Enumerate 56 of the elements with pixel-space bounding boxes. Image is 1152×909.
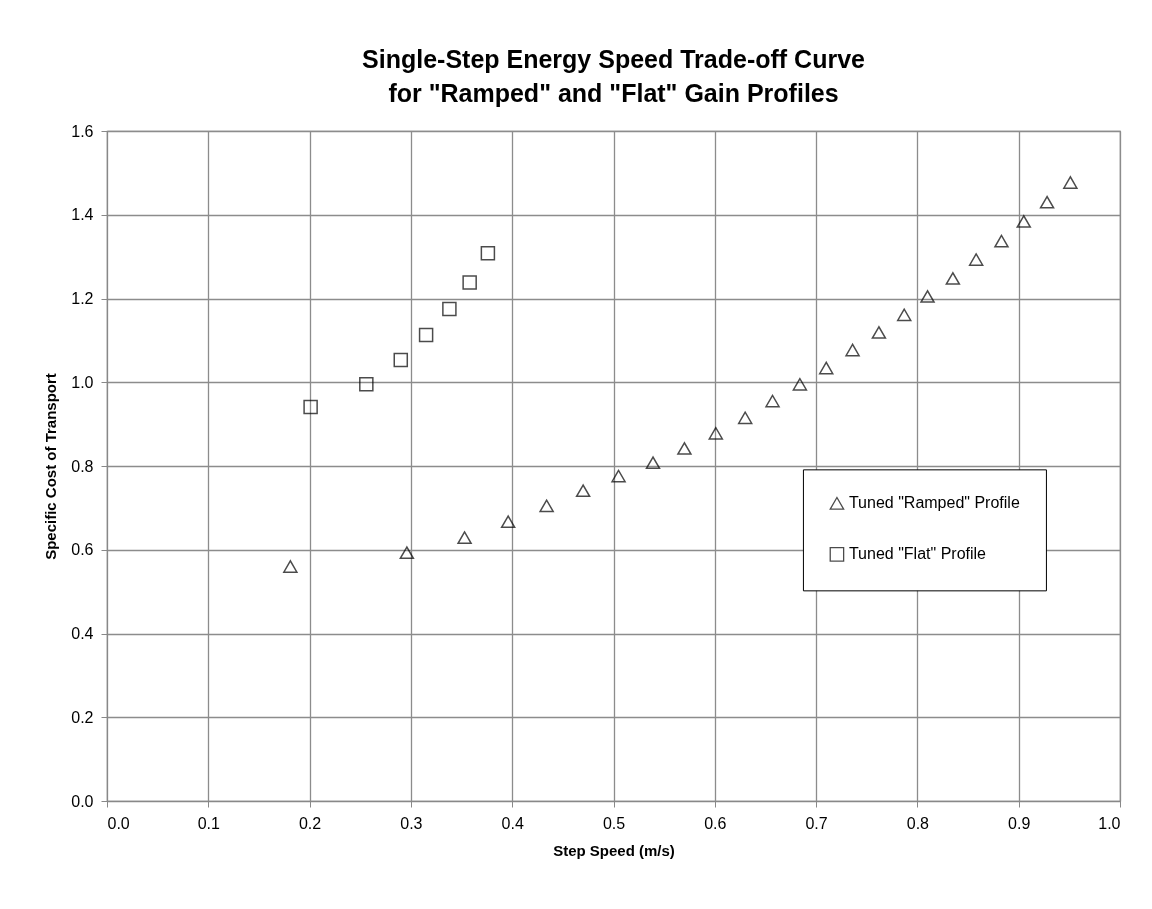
point [393, 352, 409, 368]
point [399, 546, 415, 560]
point [480, 246, 496, 261]
chart-title: Single-Step Energy Speed Trade-off Curve for "Ramped" and "Flat" Gain Profiles [362, 45, 866, 107]
y-tick-label: 0.2 [71, 708, 94, 726]
x-tick-label: 0.8 [906, 814, 930, 832]
y-tick-label: 0.8 [71, 457, 94, 475]
point [945, 272, 961, 285]
point [737, 411, 753, 425]
point [1063, 176, 1078, 189]
x-tick-label: 0.0 [107, 814, 130, 832]
point [994, 234, 1009, 248]
point [1039, 195, 1055, 209]
legend-label: Tuned "Flat" Profile [848, 545, 987, 563]
y-tick-label: 1.6 [71, 122, 94, 140]
point [765, 394, 780, 408]
point [442, 301, 457, 317]
x-tick-label: 0.9 [1008, 814, 1031, 832]
x-tick-label: 0.2 [298, 814, 322, 832]
point [871, 326, 887, 339]
y-tick-label: 1.0 [71, 373, 94, 391]
point [818, 361, 834, 375]
y-axis-title: Specific Cost of Transport [42, 373, 60, 560]
x-tick-label: 0.5 [602, 814, 626, 832]
point [575, 484, 591, 498]
point [283, 560, 298, 573]
point [500, 515, 516, 529]
point [359, 377, 374, 392]
point [457, 531, 472, 544]
y-tick-label: 1.4 [71, 206, 94, 224]
point [896, 308, 912, 322]
x-tick-label: 0.7 [805, 814, 828, 832]
y-tick-label: 0.0 [71, 792, 94, 810]
y-tick-label: 0.4 [71, 625, 94, 642]
point [708, 426, 724, 440]
point [792, 377, 808, 391]
point [1016, 215, 1032, 228]
legend-label: Tuned "Ramped" Profile [848, 494, 1020, 512]
point [303, 399, 318, 415]
point [968, 253, 984, 266]
x-tick-label: 0.3 [400, 814, 423, 832]
point [539, 499, 554, 513]
point [418, 327, 434, 343]
point [845, 343, 860, 357]
x-tick-label: 0.4 [501, 814, 524, 832]
point [677, 442, 692, 455]
x-axis-title: Step Speed (m/s) [553, 841, 675, 859]
x-tick-label: 0.1 [197, 814, 221, 832]
point [462, 275, 477, 290]
point [920, 290, 935, 303]
x-tick-label: 1.0 [1098, 814, 1121, 832]
point [645, 456, 661, 470]
y-tick-label: 1.2 [71, 290, 94, 307]
x-tick-label: 0.6 [704, 814, 727, 832]
y-tick-label: 0.6 [71, 541, 94, 559]
point [611, 469, 626, 483]
